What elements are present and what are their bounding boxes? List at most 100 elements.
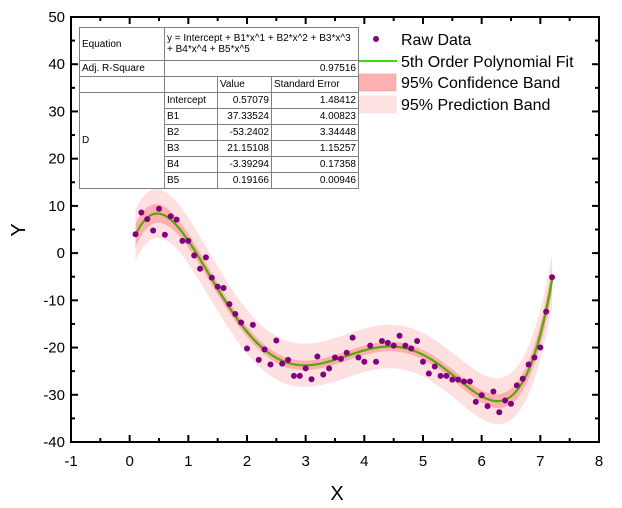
table-row: B3 21.15108 1.15257 — [80, 140, 359, 157]
data-point — [525, 361, 532, 368]
data-point — [226, 301, 233, 308]
legend: Raw Data 5th Order Polynomial Fit 95% Co… — [355, 32, 574, 114]
blank-cell — [164, 76, 218, 93]
data-point — [531, 354, 538, 361]
data-point — [461, 378, 468, 385]
table-row: B2 -53.2402 3.34448 — [80, 124, 359, 141]
raw-data-points — [132, 205, 556, 416]
data-point — [420, 358, 426, 365]
param-name: Intercept — [164, 92, 218, 109]
data-point — [361, 358, 368, 365]
data-point — [390, 342, 397, 349]
data-point — [238, 319, 245, 326]
data-point — [455, 376, 462, 383]
y-tick-label: -40 — [43, 434, 65, 451]
table-row: B1 37.33524 4.00823 — [80, 108, 359, 125]
param-name: B3 — [164, 140, 218, 157]
prediction-band — [135, 188, 553, 425]
data-point — [431, 363, 438, 370]
data-point — [484, 403, 491, 410]
legend-confidence: 95% Confidence Band — [401, 75, 560, 92]
legend-swatch-prediction — [355, 95, 397, 114]
param-name: B5 — [164, 172, 218, 189]
data-point — [508, 400, 514, 407]
data-point — [343, 349, 350, 356]
data-point — [443, 372, 450, 379]
param-name: B2 — [164, 124, 218, 141]
param-value: 0.57079 — [217, 92, 272, 109]
data-point — [437, 372, 444, 379]
fit-results-table: Equation y = Intercept + B1*x^1 + B2*x^2… — [79, 27, 359, 189]
data-point — [402, 342, 409, 349]
data-point — [267, 361, 274, 368]
data-point — [332, 354, 338, 361]
data-point — [144, 216, 151, 223]
y-tick-label: -20 — [43, 340, 65, 357]
data-point — [173, 216, 180, 223]
x-axis-title: X — [330, 483, 343, 505]
data-point — [543, 308, 550, 315]
data-point — [449, 376, 456, 383]
data-point — [337, 355, 344, 362]
param-error: 3.34448 — [271, 124, 359, 141]
param-error: 0.00946 — [271, 172, 359, 189]
col-header-error: Standard Error — [271, 76, 359, 93]
y-tick-label: 30 — [48, 103, 65, 120]
data-point — [408, 345, 415, 352]
data-point — [255, 356, 262, 363]
data-point — [414, 337, 421, 344]
equation-label: Equation — [79, 27, 165, 61]
x-tick-label: 4 — [360, 453, 368, 470]
param-value: -3.39294 — [217, 156, 272, 173]
data-point — [179, 237, 186, 244]
data-point — [232, 311, 239, 318]
data-point — [367, 342, 374, 349]
param-name: B4 — [164, 156, 218, 173]
data-point — [320, 371, 327, 378]
data-point — [537, 344, 544, 351]
x-tick-label: 3 — [301, 453, 309, 470]
data-point — [490, 388, 497, 395]
param-error: 1.15257 — [271, 140, 359, 157]
y-tick-label: 50 — [48, 9, 65, 26]
data-point — [314, 353, 321, 360]
y-tick-label: -10 — [43, 292, 65, 309]
adj-r-value: 0.97516 — [164, 60, 359, 77]
param-value: -53.2402 — [217, 124, 272, 141]
table-row: D Intercept 0.57079 1.48412 — [79, 92, 359, 189]
legend-swatch-raw-data — [373, 36, 379, 42]
data-point — [208, 274, 215, 281]
y-tick-label: 20 — [48, 151, 65, 168]
data-point — [150, 227, 157, 234]
legend-swatch-confidence — [355, 73, 397, 92]
param-value: 21.15108 — [217, 140, 272, 157]
data-point — [296, 372, 303, 379]
col-header-value: Value — [217, 76, 272, 93]
x-tick-label: 6 — [477, 453, 485, 470]
data-point — [249, 321, 256, 328]
data-point — [519, 375, 526, 382]
legend-prediction: 95% Prediction Band — [401, 97, 550, 114]
data-point — [355, 354, 362, 361]
data-point — [308, 376, 315, 383]
x-tick-label: 7 — [536, 453, 544, 470]
data-point — [197, 265, 204, 272]
data-point — [472, 398, 479, 405]
data-point — [349, 334, 356, 341]
table-row: B5 0.19166 0.00946 — [80, 172, 359, 189]
x-tick-label: 5 — [419, 453, 427, 470]
data-point — [261, 346, 268, 353]
x-tick-label: 1 — [184, 453, 192, 470]
param-error: 4.00823 — [271, 108, 359, 125]
data-point — [214, 283, 221, 290]
param-value: 0.19166 — [217, 172, 272, 189]
equation-value: y = Intercept + B1*x^1 + B2*x^2 + B3*x^3… — [164, 27, 359, 61]
data-point — [513, 382, 520, 389]
x-tick-label: 8 — [595, 453, 603, 470]
data-point — [326, 365, 333, 372]
data-point — [466, 378, 473, 385]
x-tick-label: -1 — [64, 453, 77, 470]
data-point — [378, 337, 385, 344]
data-point — [373, 358, 380, 365]
